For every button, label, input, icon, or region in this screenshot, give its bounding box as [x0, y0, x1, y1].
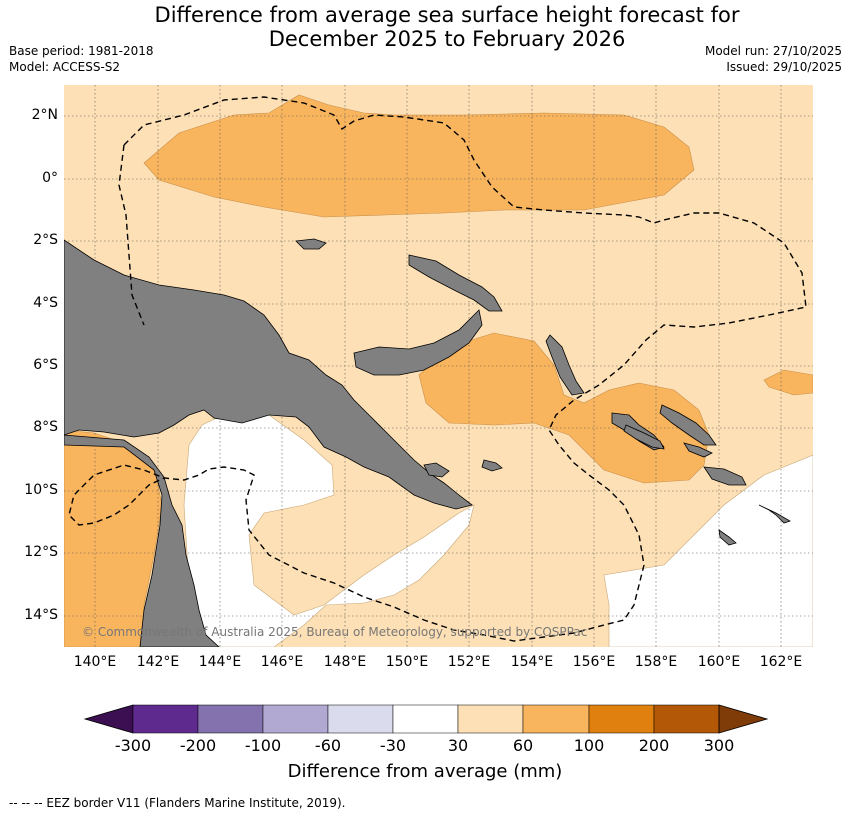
eez-border: [68, 96, 807, 642]
land-new-britain: [353, 309, 483, 376]
land: [64, 238, 791, 647]
colorbar-seg-4: [327, 704, 394, 734]
lon-label-158: 158°E: [634, 654, 678, 670]
colorbar-tick-100: 100: [573, 736, 605, 755]
colorbar-tick-m200: -200: [179, 736, 217, 755]
colorbar-tick-m300: -300: [114, 736, 152, 755]
colorbar-tick-60: 60: [512, 736, 534, 755]
lat-label-6s: 6°S: [33, 357, 58, 373]
band-60-100-north: [143, 94, 695, 218]
colorbar-seg-2: [197, 704, 264, 734]
base-period: Base period: 1981-2018: [9, 44, 154, 58]
meta-left: Base period: 1981-2018 Model: ACCESS-S2: [9, 43, 154, 75]
issued-date: Issued: 29/10/2025: [726, 60, 842, 74]
lat-label-4s: 4°S: [33, 295, 58, 311]
lat-label-8s: 8°S: [33, 419, 58, 435]
land-manus: [295, 238, 327, 250]
neutral-region-gulf: [183, 409, 475, 647]
lat-label-2s: 2°S: [33, 232, 58, 248]
lon-label-156: 156°E: [572, 654, 616, 670]
chart-title: Difference from average sea surface heig…: [0, 3, 850, 51]
lon-label-162: 162°E: [759, 654, 803, 670]
lon-label-140: 140°E: [73, 654, 117, 670]
colorbar-seg-1: [132, 704, 199, 734]
lon-label-148: 148°E: [323, 654, 367, 670]
lon-label-160: 160°E: [697, 654, 741, 670]
map-panel: © Commonwealth of Australia 2025, Bureau…: [64, 85, 813, 647]
land-solomons-3: [623, 424, 665, 450]
lat-label-2n: 2°N: [31, 107, 58, 123]
land-vanuatu-2: [718, 529, 737, 546]
colorbar-title: Difference from average (mm): [287, 761, 563, 782]
lon-label-142: 142°E: [136, 654, 180, 670]
colorbar-tick-200: 200: [638, 736, 670, 755]
map-svg: [64, 85, 813, 647]
copyright-text: © Commonwealth of Australia 2025, Bureau…: [82, 625, 588, 639]
meta-right: Model run: 27/10/2025 Issued: 29/10/2025: [705, 43, 842, 75]
colorbar-seg-8: [588, 704, 655, 734]
lat-label-14s: 14°S: [24, 607, 58, 623]
land-dentrecasteaux: [423, 462, 450, 478]
eez-border-west: [118, 144, 145, 326]
land-bougainville: [545, 334, 585, 396]
lon-label-146: 146°E: [260, 654, 304, 670]
colorbar-tick-m100: -100: [244, 736, 282, 755]
lon-label-150: 150°E: [385, 654, 429, 670]
colorbar-seg-6: [457, 704, 524, 734]
title-line-1: Difference from average sea surface heig…: [154, 3, 740, 27]
colorbar: [83, 704, 769, 734]
colorbar-tick-m60: -60: [314, 736, 342, 755]
colorbar-extend-low: [83, 704, 134, 734]
colorbar-seg-7: [522, 704, 590, 734]
lat-label-0: 0°: [42, 170, 58, 186]
colorbar-seg-3: [262, 704, 329, 734]
land-rennell: [703, 466, 747, 486]
land-louisiade: [481, 459, 503, 472]
lon-label-152: 152°E: [447, 654, 491, 670]
colorbar-extend-high: [718, 704, 769, 734]
lon-label-144: 144°E: [198, 654, 242, 670]
eez-footnote: -- -- -- EEZ border V11 (Flanders Marine…: [9, 796, 346, 810]
land-solomons-2: [659, 404, 717, 446]
colorbar-tick-30: 30: [447, 736, 469, 755]
lat-label-12s: 12°S: [24, 544, 58, 560]
title-line-2: December 2025 to February 2026: [268, 27, 626, 51]
band-60-100-east: [763, 369, 813, 396]
colorbar-tick-300: 300: [703, 736, 735, 755]
lat-label-10s: 10°S: [24, 482, 58, 498]
colorbar-seg-5: [392, 704, 459, 734]
colorbar-seg-9: [653, 704, 720, 734]
land-new-guinea: [64, 239, 473, 510]
lon-label-154: 154°E: [510, 654, 554, 670]
land-new-ireland: [408, 254, 503, 312]
model-run: Model run: 27/10/2025: [704, 44, 842, 58]
model-name: Model: ACCESS-S2: [9, 60, 121, 74]
land-vanuatu-1: [758, 504, 791, 524]
land-makira: [683, 442, 713, 458]
colorbar-tick-m30: -30: [379, 736, 407, 755]
neutral-region-coralsea: [603, 454, 813, 647]
